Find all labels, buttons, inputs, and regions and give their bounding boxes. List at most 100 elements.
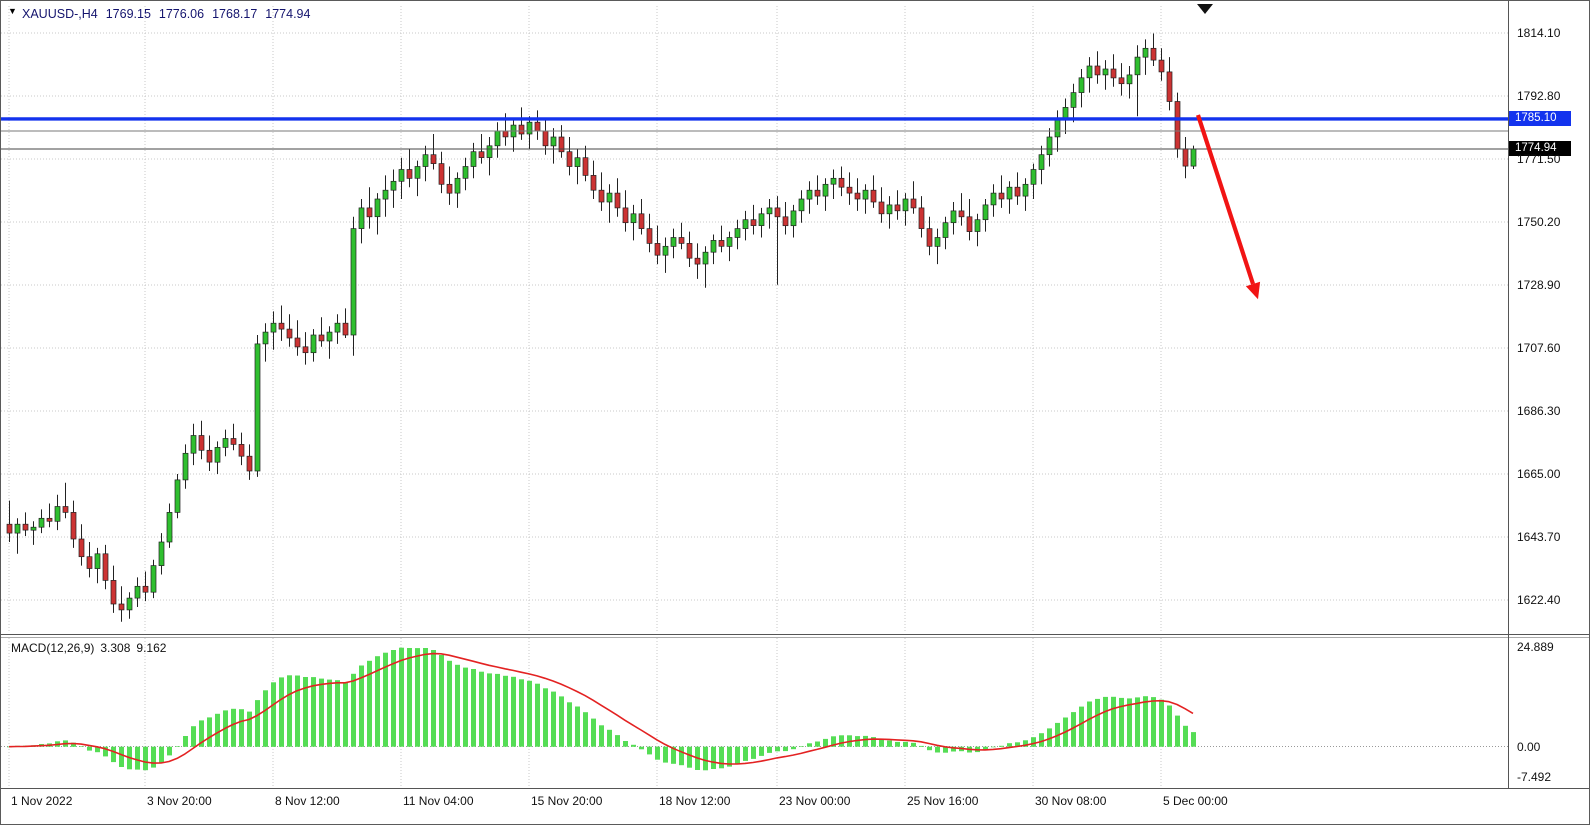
macd-bar: [199, 720, 204, 747]
candle-up: [1086, 65, 1093, 79]
macd-bar: [391, 650, 396, 747]
dropdown-triangle-icon[interactable]: ▼: [8, 6, 17, 16]
chart-shift-marker-icon[interactable]: [1197, 4, 1213, 14]
candle-up: [1126, 74, 1133, 85]
candle-down: [366, 207, 373, 218]
macd-bar: [71, 742, 76, 747]
trend-arrow[interactable]: [1196, 114, 1261, 300]
candle-up: [1046, 136, 1053, 156]
candle-down: [110, 580, 117, 605]
macd-bar: [335, 680, 340, 747]
candle-up: [574, 157, 581, 167]
macd-bar: [511, 676, 516, 747]
macd-main-value: 3.308: [100, 641, 131, 655]
candle-down: [1174, 101, 1181, 150]
candle-up: [1022, 183, 1029, 197]
candle-up: [310, 334, 317, 354]
macd-bar: [407, 648, 412, 747]
price-axis-label: 1665.00: [1517, 466, 1561, 481]
ohlc-high: 1776.06: [158, 7, 205, 21]
candle-up: [974, 219, 981, 232]
macd-bar: [879, 739, 884, 747]
candle-up: [1038, 154, 1045, 170]
macd-bar: [927, 746, 932, 751]
candles: [6, 33, 1197, 622]
price-axis[interactable]: 1785.10 1774.94 1814.10 1792.80 1771.50 175…: [1509, 1, 1589, 789]
candle-down: [814, 189, 821, 197]
candle-up: [822, 183, 829, 197]
macd-bar: [1175, 715, 1180, 747]
macd-bar: [543, 688, 548, 747]
candle-down: [118, 603, 125, 611]
candle-up: [830, 177, 837, 185]
candle-up: [1190, 148, 1197, 167]
macd-bar: [991, 746, 996, 748]
chart-plot-area[interactable]: [1, 1, 1589, 789]
candle-up: [38, 517, 45, 528]
macd-bar: [271, 682, 276, 747]
candle-down: [750, 219, 757, 226]
candle-down: [238, 444, 245, 457]
macd-signal-line: [8, 652, 1194, 765]
price-axis-label: 1814.10: [1517, 26, 1561, 41]
candle-up: [942, 222, 949, 238]
macd-bar: [311, 677, 316, 747]
macd-bar: [1047, 728, 1052, 747]
macd-bar: [351, 673, 356, 747]
macd-bar: [191, 726, 196, 747]
macd-bar: [247, 711, 252, 747]
macd-bar: [295, 675, 300, 747]
candle-down: [918, 207, 925, 229]
price-axis-label: 1771.50: [1517, 152, 1561, 167]
candle-up: [270, 322, 277, 333]
macd-bar: [375, 656, 380, 747]
candle-up: [326, 331, 333, 342]
candle-down: [870, 189, 877, 203]
macd-bar: [503, 675, 508, 747]
time-axis[interactable]: 1 Nov 2022 3 Nov 20:00 8 Nov 12:00 11 Nov 0…: [1, 789, 1509, 815]
candle-up: [1054, 118, 1061, 138]
macd-bar: [1127, 698, 1132, 747]
candle-down: [1110, 68, 1117, 79]
macd-bar: [399, 647, 404, 747]
candle-down: [774, 207, 781, 218]
macd-bar: [583, 712, 588, 747]
macd-bar: [647, 746, 652, 755]
candle-down: [438, 163, 445, 185]
time-axis-label: 8 Nov 12:00: [275, 794, 340, 808]
candle-up: [1070, 92, 1077, 108]
macd-bar: [951, 746, 956, 752]
macd-bar: [559, 696, 564, 747]
macd-bar: [1007, 743, 1012, 747]
macd-bar: [479, 671, 484, 747]
candle-down: [926, 228, 933, 247]
panel-borders: [1, 1, 1589, 789]
macd-bar: [95, 746, 100, 753]
macd-bar: [439, 655, 444, 747]
candle-up: [470, 151, 477, 167]
candle-up: [174, 479, 181, 513]
candle-up: [734, 228, 741, 238]
macd-bar: [919, 745, 924, 747]
macd-bar: [783, 746, 788, 752]
candle-up: [158, 541, 165, 566]
candle-up: [94, 553, 101, 569]
macd-bar: [799, 746, 804, 747]
macd-bar: [1095, 698, 1100, 747]
macd-bar: [639, 746, 644, 750]
candle-up: [358, 207, 365, 229]
candle-up: [742, 219, 749, 229]
macd-bar: [319, 678, 324, 747]
grid: [1, 6, 1508, 787]
macd-bar: [383, 652, 388, 747]
macd-bar: [863, 735, 868, 747]
candle-down: [1014, 186, 1021, 197]
macd-bar: [167, 746, 172, 756]
candle-down: [782, 216, 789, 227]
macd-bar: [455, 664, 460, 747]
candle-up: [710, 240, 717, 253]
macd-bar: [1031, 737, 1036, 747]
ohlc-close: 1774.94: [265, 7, 311, 21]
candle-up: [934, 237, 941, 247]
candle-up: [14, 523, 21, 534]
